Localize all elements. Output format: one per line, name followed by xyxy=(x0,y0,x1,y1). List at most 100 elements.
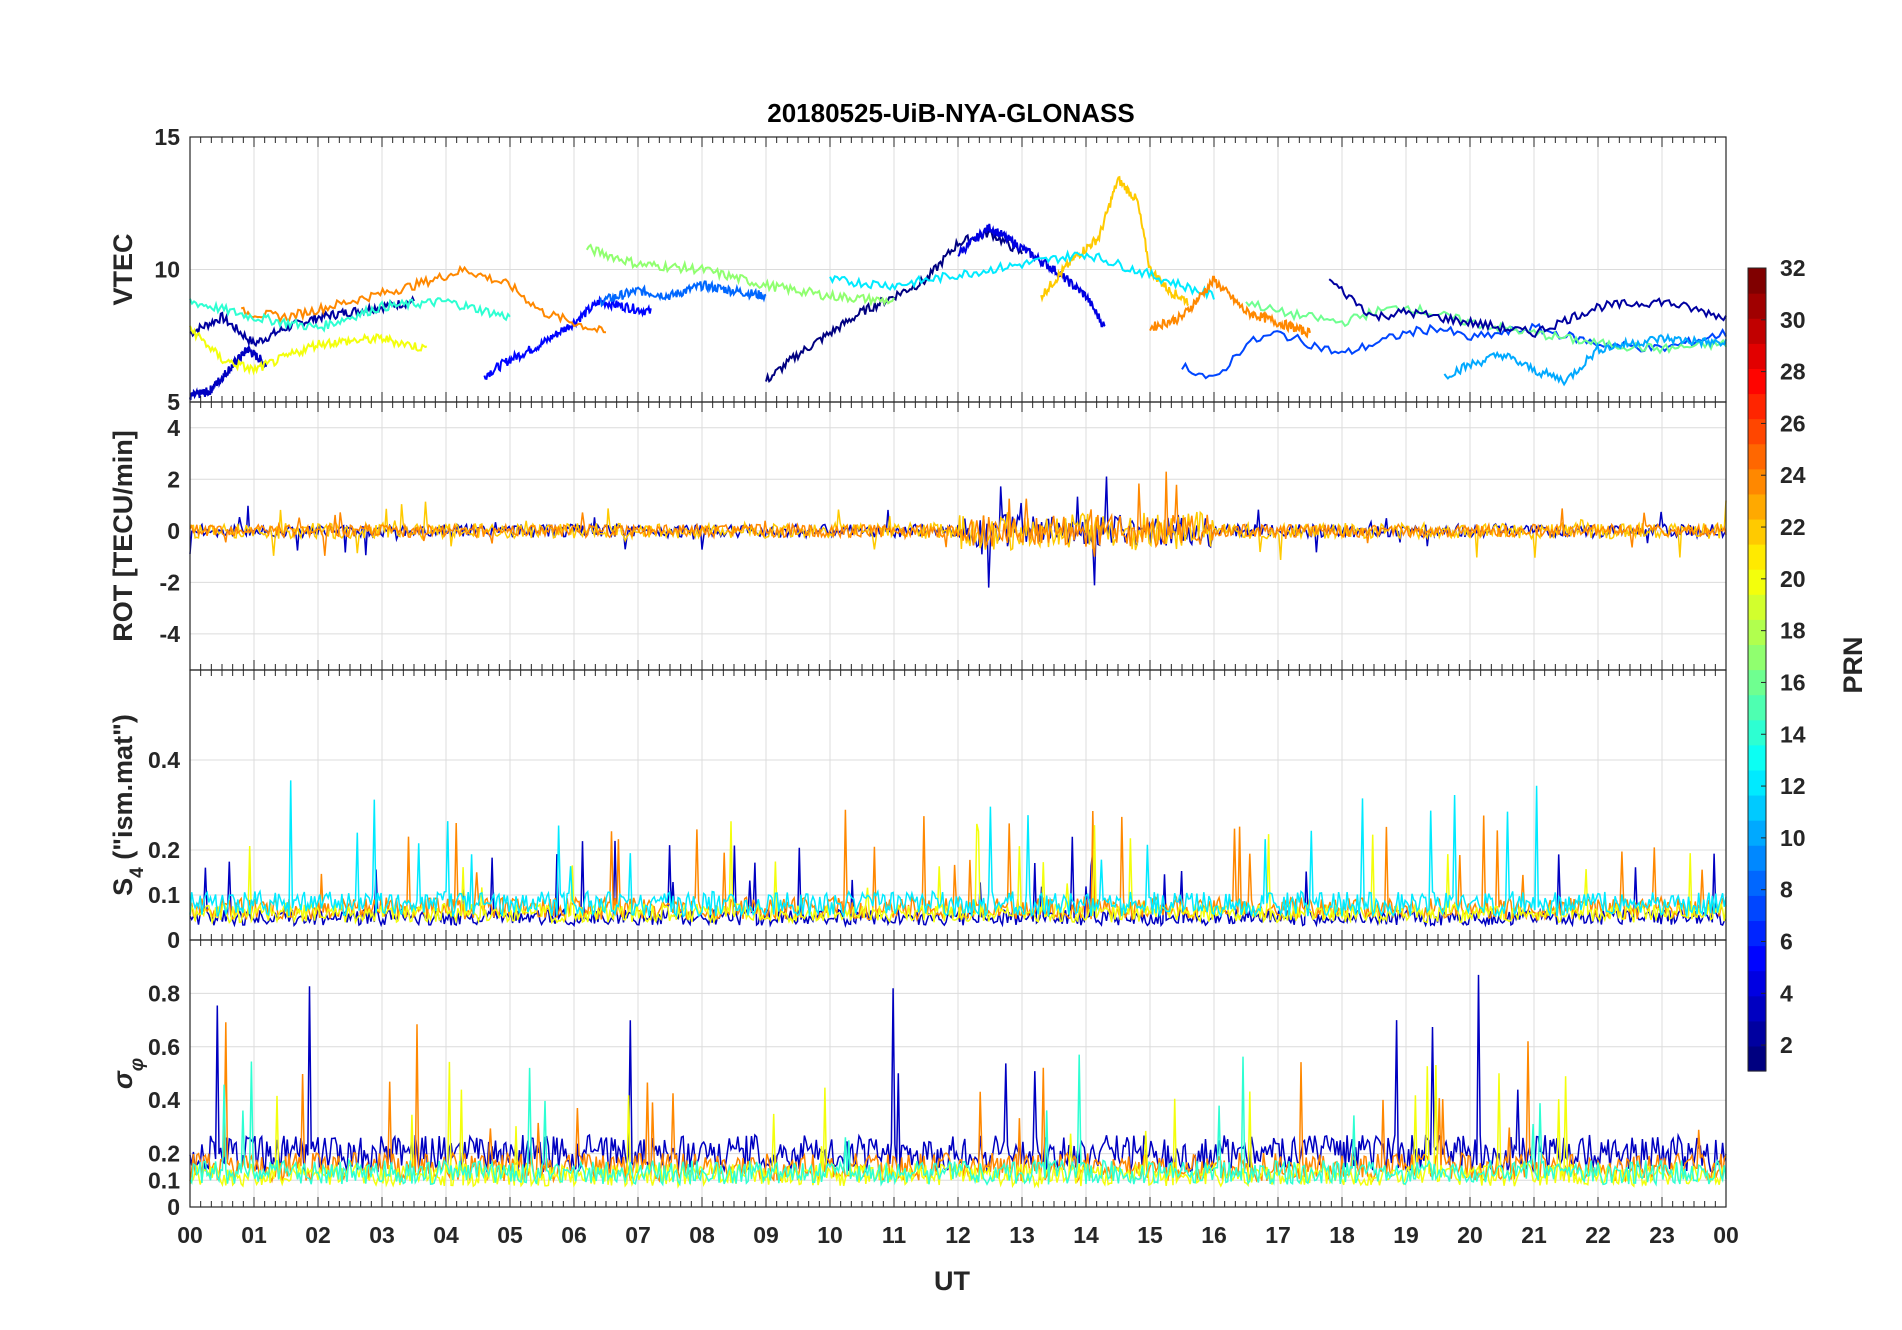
y-tick-label: -2 xyxy=(160,569,180,595)
y-axis-label-sigma_phi: σφ xyxy=(108,1058,148,1089)
colorbar-tick-label: 28 xyxy=(1780,359,1806,385)
x-tick-labels: 00 01 02 03 04 05 06 07 08 09 10 11 12 13 14 15 16 17 18 19… xyxy=(177,1222,1739,1248)
x-tick-label: 10 xyxy=(817,1222,843,1248)
y-tick-label: 0.1 xyxy=(148,1167,180,1193)
x-tick-label: 04 xyxy=(433,1222,459,1248)
x-tick-label: 11 xyxy=(882,1222,907,1248)
x-tick-label: 09 xyxy=(753,1222,779,1248)
colorbar-segment xyxy=(1748,895,1766,922)
series-line-prn-12 xyxy=(189,780,1727,919)
colorbar-tick-label: 14 xyxy=(1780,721,1806,747)
colorbar-tick-label: 24 xyxy=(1780,462,1806,488)
y-axis-label-s4: S4 ("ism.mat") xyxy=(108,714,148,896)
series-line-prn-2 xyxy=(189,295,415,348)
x-tick-label: 05 xyxy=(497,1222,523,1248)
colorbar-segment xyxy=(1748,820,1766,846)
y-tick-label: 4 xyxy=(167,415,180,441)
colorbar-segment xyxy=(1748,920,1766,947)
colorbar-segment xyxy=(1748,845,1766,871)
series-line-prn-14 xyxy=(189,297,511,333)
x-tick-label: 01 xyxy=(241,1222,267,1248)
series-line-prn-17 xyxy=(585,243,895,308)
colorbar-segment xyxy=(1748,518,1766,545)
series-line-prn-20 xyxy=(189,821,1727,926)
colorbar-tick-label: 6 xyxy=(1780,928,1793,954)
x-tick-label: 08 xyxy=(689,1222,715,1248)
colorbar-segment xyxy=(1748,293,1766,319)
colorbar-segment xyxy=(1748,719,1766,746)
colorbar-segment xyxy=(1748,368,1766,395)
y-tick-label: 2 xyxy=(167,466,180,492)
colorbar-segment xyxy=(1748,343,1766,369)
series-line-prn-24 xyxy=(1149,275,1311,339)
colorbar-tick-label: 32 xyxy=(1780,255,1806,281)
series-line-prn-5 xyxy=(483,295,652,380)
x-tick-label: 21 xyxy=(1521,1222,1547,1248)
y-tick-label: 0.2 xyxy=(148,837,180,863)
colorbar-segment xyxy=(1748,694,1766,721)
colorbar-tick-label: 16 xyxy=(1780,669,1806,695)
series-line-prn-8 xyxy=(599,279,767,308)
colorbar-segment xyxy=(1748,769,1766,796)
colorbar-segment xyxy=(1748,268,1766,294)
x-tick-label: 06 xyxy=(561,1222,587,1248)
colorbar-segment xyxy=(1748,1045,1766,1072)
y-tick-label: 0.4 xyxy=(148,747,180,773)
colorbar-tick-label: 22 xyxy=(1780,514,1806,540)
x-tick-label: 00 xyxy=(177,1222,203,1248)
colorbar-segment xyxy=(1748,443,1766,470)
series-line-prn-24 xyxy=(189,471,1727,557)
y-tick-label: 5 xyxy=(167,389,180,415)
colorbar-tick-label: 18 xyxy=(1780,618,1806,644)
colorbar-tick-label: 20 xyxy=(1780,566,1806,592)
x-tick-label: 23 xyxy=(1649,1222,1675,1248)
x-tick-label: 07 xyxy=(625,1222,651,1248)
chart-title: 20180525-UiB-NYA-GLONASS xyxy=(767,98,1135,128)
colorbar-segment xyxy=(1748,493,1766,520)
y-tick-label: 0.8 xyxy=(148,980,180,1006)
colorbar-segment xyxy=(1748,744,1766,771)
y-tick-label: 10 xyxy=(154,257,180,283)
y-tick-label: 0 xyxy=(167,927,180,953)
y-tick-label: -4 xyxy=(160,621,181,647)
y-axis-label-rot: ROT [TECU/min] xyxy=(108,430,138,641)
colorbar-segment xyxy=(1748,393,1766,420)
y-tick-label: 0.6 xyxy=(148,1034,180,1060)
series-line-prn-14 xyxy=(189,1054,1727,1187)
colorbar-segment xyxy=(1748,870,1766,896)
series-line-prn-10 xyxy=(1443,332,1727,387)
x-tick-label: 15 xyxy=(1137,1222,1163,1248)
colorbar-segment xyxy=(1748,569,1766,595)
x-tick-label: 13 xyxy=(1009,1222,1035,1248)
x-tick-label: 00 xyxy=(1713,1222,1739,1248)
colorbar-segment xyxy=(1748,669,1766,696)
series-line-prn-4 xyxy=(957,223,1106,328)
x-tick-label: 20 xyxy=(1457,1222,1483,1248)
y-tick-label: 0 xyxy=(167,1194,180,1220)
colorbar-segment xyxy=(1748,970,1766,997)
x-tick-label: 19 xyxy=(1393,1222,1419,1248)
colorbar-tick-label: 12 xyxy=(1780,773,1806,799)
colorbar-segment xyxy=(1748,544,1766,570)
series-line-prn-2 xyxy=(1328,278,1727,339)
colorbar-frame xyxy=(1747,267,1767,1072)
colorbar-tick-label: 10 xyxy=(1780,825,1806,851)
y-tick-label: 0.4 xyxy=(148,1087,180,1113)
colorbar-segment xyxy=(1748,619,1766,646)
y-tick-label: 0.2 xyxy=(148,1141,180,1167)
x-tick-label: 14 xyxy=(1073,1222,1099,1248)
colorbar-segment xyxy=(1748,945,1766,972)
y-axis-label-vtec: VTEC xyxy=(108,233,138,305)
y-tick-label: 15 xyxy=(154,124,180,150)
series-line-prn-3 xyxy=(189,343,268,401)
colorbar-tick-label: 2 xyxy=(1780,1032,1793,1058)
x-tick-label: 03 xyxy=(369,1222,395,1248)
series-line-prn-3 xyxy=(189,476,1727,588)
panel-rot: -4 -2 0 2 4 ROT [TECU/min] xyxy=(108,401,1727,671)
panel-sigma_phi: 00.10.2 0.4 0.6 0.8 σφ xyxy=(108,939,1727,1220)
colorbar-segment xyxy=(1748,594,1766,620)
x-tick-label: 18 xyxy=(1329,1222,1355,1248)
colorbar-tick-label: 4 xyxy=(1780,980,1793,1006)
